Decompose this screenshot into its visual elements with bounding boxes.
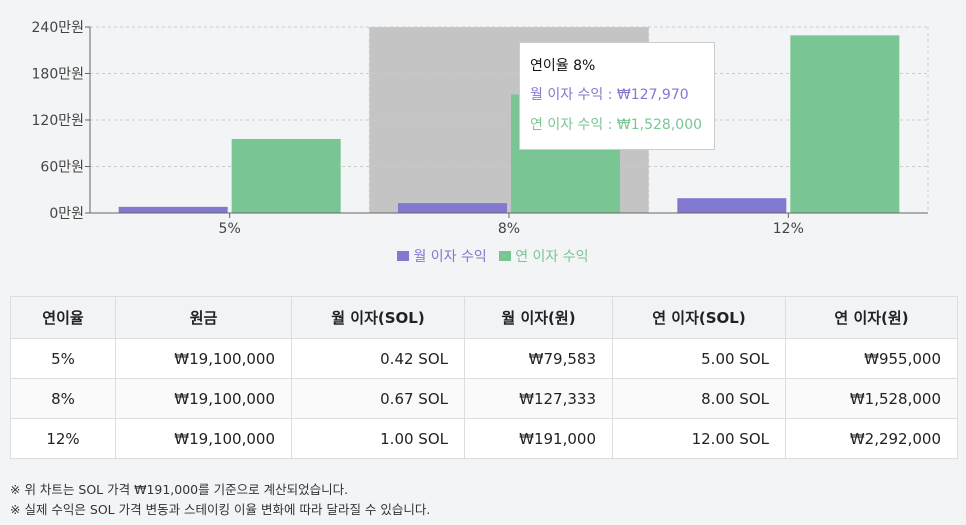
y-tick-label: 60만원 [40, 160, 84, 176]
y-tick-label: 120만원 [32, 113, 84, 129]
cell-yearly-sol: 5.00 SOL [612, 338, 786, 379]
bar-monthly-interest [677, 198, 787, 213]
cell-principal: ₩19,100,000 [115, 418, 292, 459]
cell-yearly-sol: 12.00 SOL [612, 418, 786, 459]
y-tick-label: 0만원 [49, 206, 84, 222]
table-header-row: 연이율 원금 월 이자(SOL) 월 이자(원) 연 이자(SOL) 연 이자(… [10, 296, 958, 339]
interest-chart: 0만원 60만원 120만원 180만원 240만원 5% 8% 12% 연이율 8% 월 이… [0, 20, 966, 266]
header-monthly-sol: 월 이자(SOL) [291, 296, 465, 339]
footnotes: ※ 위 차트는 SOL 가격 ₩191,000를 기준으로 계산되었습니다. ※… [10, 480, 430, 520]
cell-yearly-krw: ₩955,000 [785, 338, 958, 379]
header-yearly-krw: 연 이자(원) [785, 296, 958, 339]
cell-monthly-sol: 1.00 SOL [291, 418, 465, 459]
legend-item-monthly[interactable]: 월 이자 수익 [397, 246, 487, 266]
bar-yearly-interest [231, 138, 341, 213]
header-yearly-sol: 연 이자(SOL) [612, 296, 786, 339]
cell-principal: ₩19,100,000 [115, 378, 292, 419]
legend-label-monthly: 월 이자 수익 [413, 249, 487, 265]
bar-monthly-interest [398, 203, 507, 213]
cell-rate: 12% [10, 418, 116, 459]
table-row: 12% ₩19,100,000 1.00 SOL ₩191,000 12.00 … [10, 418, 958, 459]
cell-monthly-krw: ₩191,000 [464, 418, 613, 459]
cell-yearly-krw: ₩1,528,000 [785, 378, 958, 419]
x-tick-label: 8% [498, 221, 520, 237]
tooltip-title: 연이율 8% [530, 58, 596, 74]
footnote-price-basis: ※ 위 차트는 SOL 가격 ₩191,000를 기준으로 계산되었습니다. [10, 482, 349, 497]
x-tick-label: 5% [219, 221, 241, 237]
legend-swatch-yearly [499, 251, 512, 261]
chart-tooltip: 연이율 8% 월 이자 수익 : ₩127,970 연 이자 수익 : ₩1,5… [519, 42, 715, 150]
y-tick-label: 180만원 [32, 67, 84, 83]
legend-label-yearly: 연 이자 수익 [515, 249, 589, 265]
bar-chart-svg: 0만원 60만원 120만원 180만원 240만원 5% 8% 12% [32, 20, 929, 237]
cell-rate: 5% [10, 338, 116, 379]
cell-monthly-krw: ₩79,583 [464, 338, 613, 379]
cell-monthly-krw: ₩127,333 [464, 378, 613, 419]
bar-yearly-interest [790, 35, 900, 214]
cell-principal: ₩19,100,000 [115, 338, 292, 379]
tooltip-yearly-value: 연 이자 수익 : ₩1,528,000 [530, 117, 703, 133]
cell-monthly-sol: 0.42 SOL [291, 338, 465, 379]
bar-monthly-interest [118, 206, 228, 213]
tooltip-monthly-value: 월 이자 수익 : ₩127,970 [530, 87, 689, 103]
legend-item-yearly[interactable]: 연 이자 수익 [499, 246, 589, 266]
footnote-disclaimer: ※ 실제 수익은 SOL 가격 변동과 스테이킹 이율 변화에 따라 달라질 수… [10, 502, 431, 517]
chart-legend: 월 이자 수익 연 이자 수익 [0, 246, 966, 266]
cell-yearly-sol: 8.00 SOL [612, 378, 786, 419]
cell-monthly-sol: 0.67 SOL [291, 378, 465, 419]
y-tick-label: 240만원 [32, 20, 84, 36]
cell-rate: 8% [10, 378, 116, 419]
cell-yearly-krw: ₩2,292,000 [785, 418, 958, 459]
table-row: 8% ₩19,100,000 0.67 SOL ₩127,333 8.00 SO… [10, 378, 958, 419]
interest-table: 연이율 원금 월 이자(SOL) 월 이자(원) 연 이자(SOL) 연 이자(… [10, 296, 958, 459]
legend-swatch-monthly [397, 251, 410, 261]
header-principal: 원금 [115, 296, 292, 339]
header-monthly-krw: 월 이자(원) [464, 296, 613, 339]
x-tick-label: 12% [773, 221, 804, 237]
table-row: 5% ₩19,100,000 0.42 SOL ₩79,583 5.00 SOL… [10, 338, 958, 379]
header-rate: 연이율 [10, 296, 116, 339]
